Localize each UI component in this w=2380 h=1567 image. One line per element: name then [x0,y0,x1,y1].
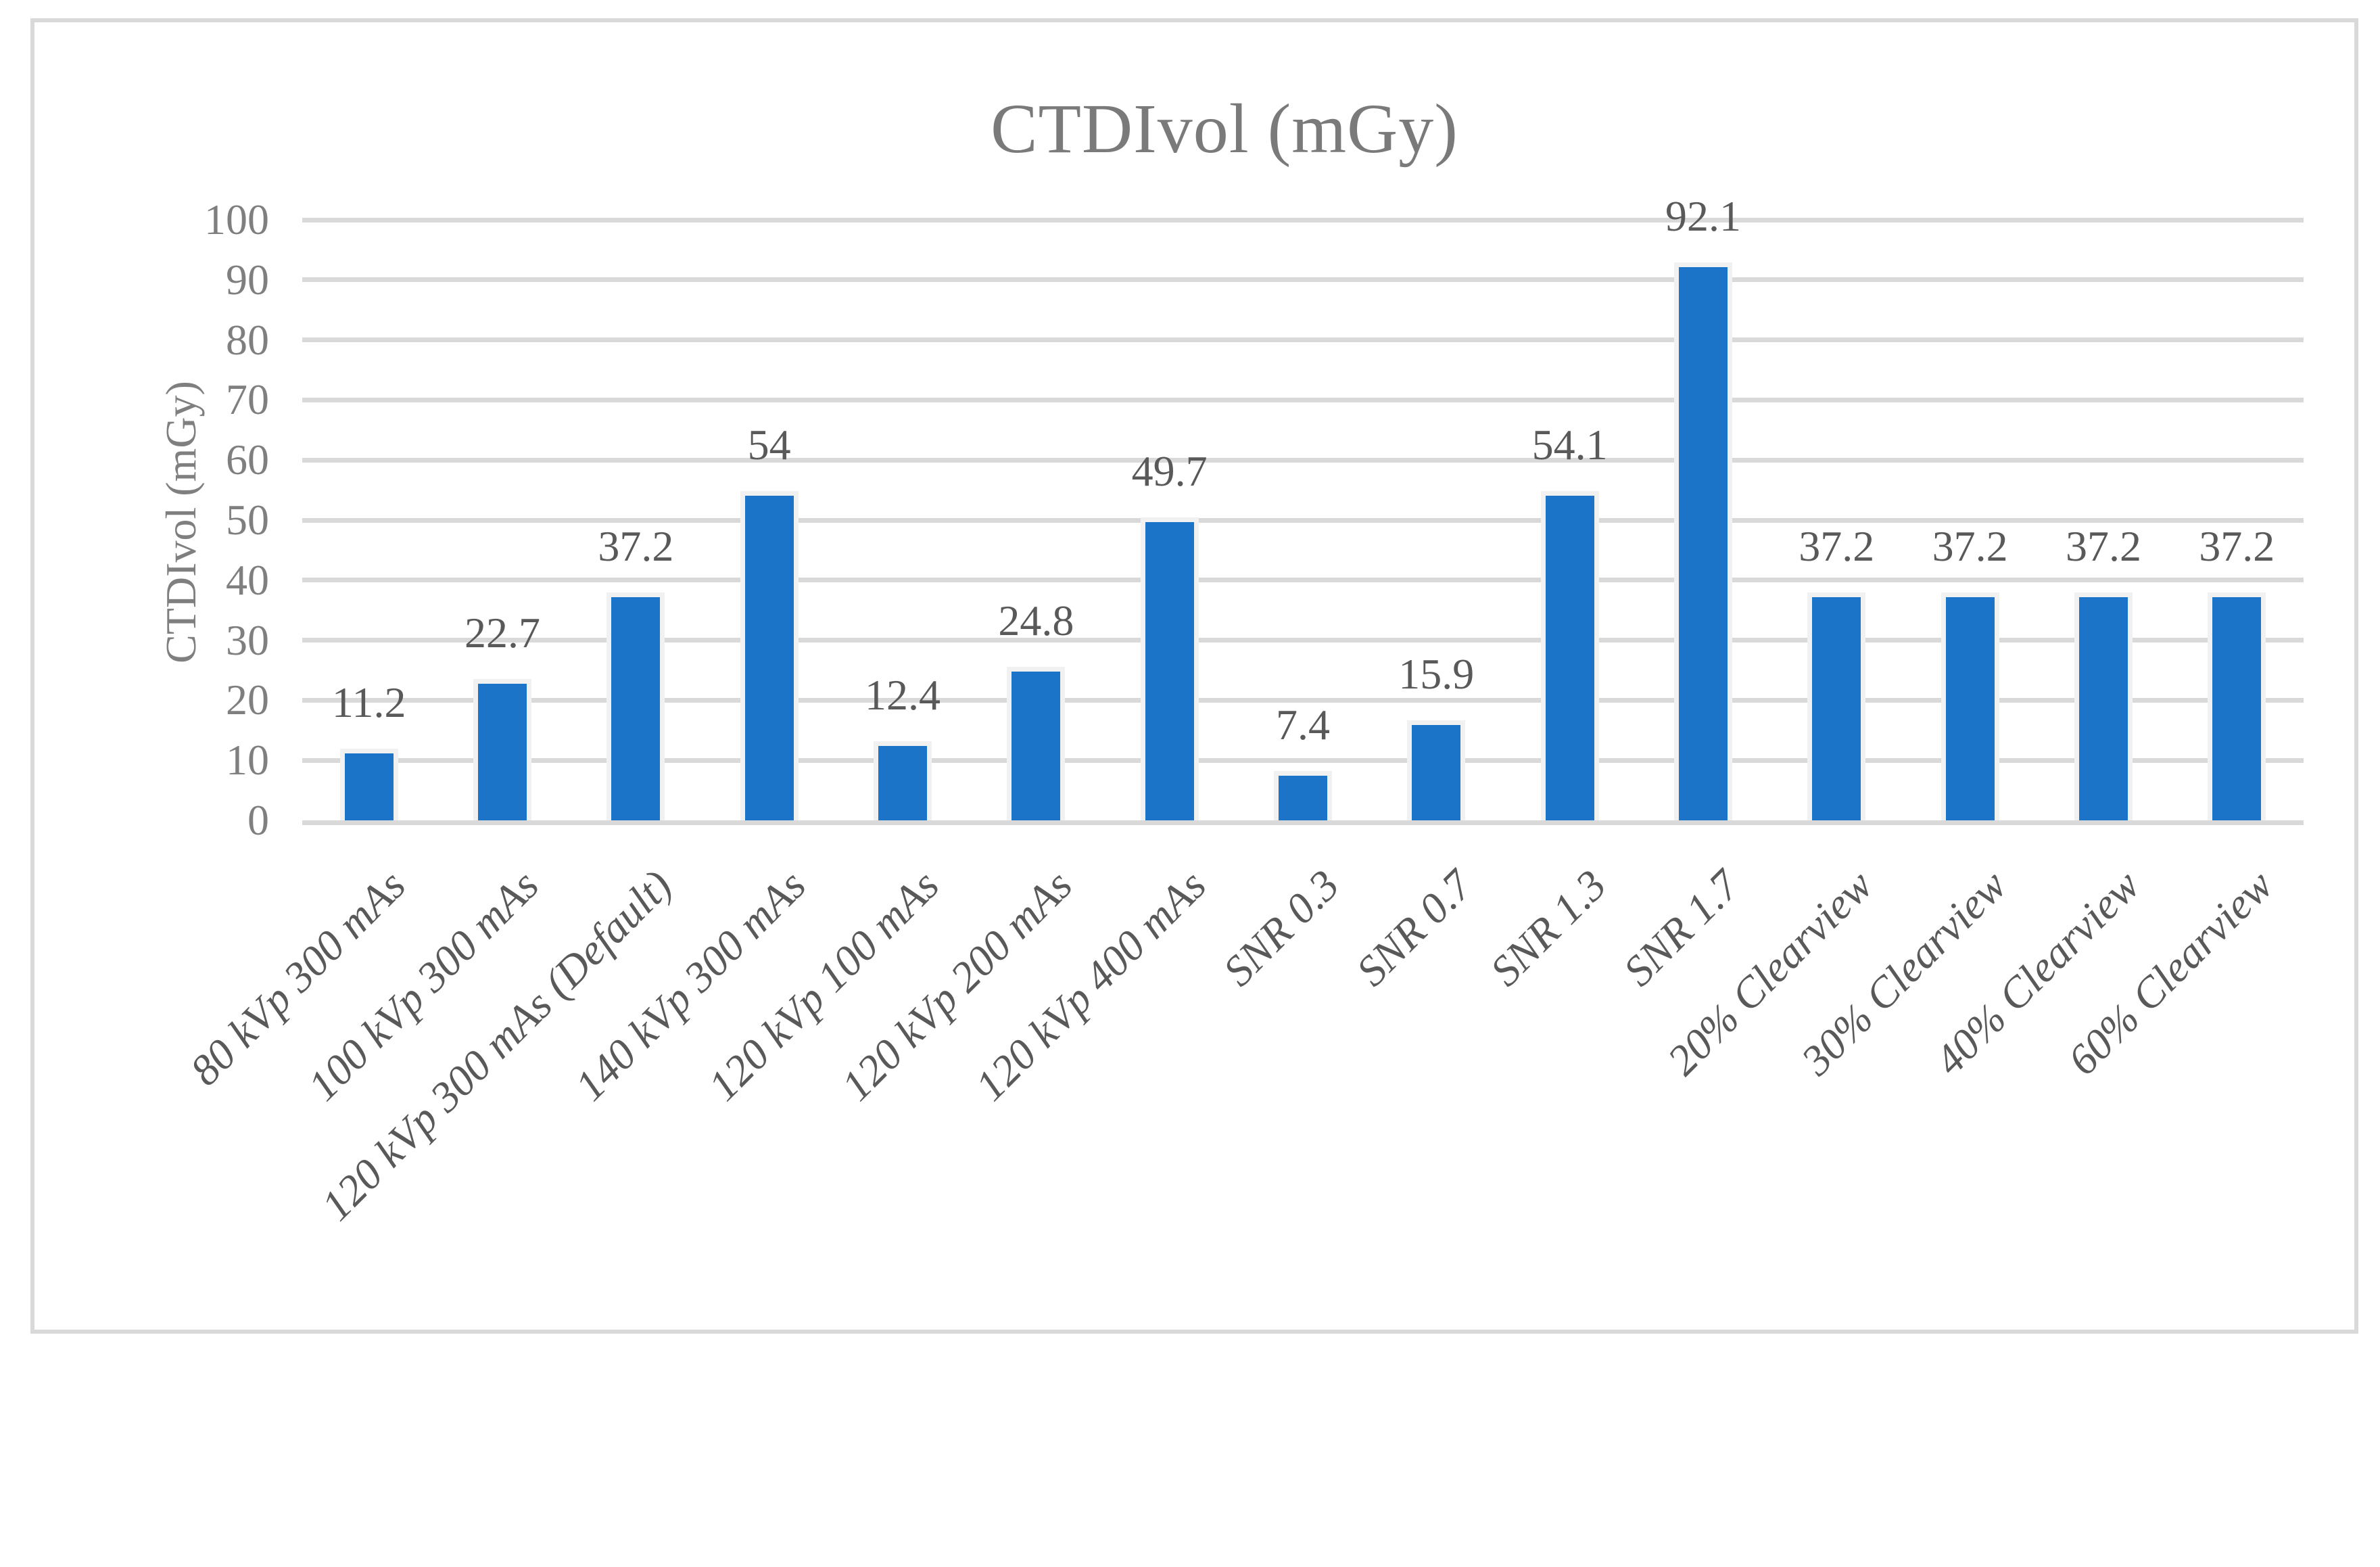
bar-10 [1545,495,1594,820]
gridline-80 [302,337,2304,343]
bar-value-label-15: 37.2 [2199,521,2275,570]
bar-value-label-10: 54.1 [1531,420,1608,469]
gridline-50 [302,517,2304,523]
bar-value-label-6: 24.8 [998,596,1074,645]
bar-value-label-5: 12.4 [864,670,941,719]
bar-15 [2212,597,2262,820]
bar-value-label-4: 54 [747,421,791,469]
gridline-30 [302,638,2304,643]
bar-5 [878,745,927,820]
bar-value-label-11: 92.1 [1665,192,1741,241]
gridline-20 [302,697,2304,703]
chart-title: CTDIvol (mGy) [991,90,1458,168]
bar-value-label-3: 37.2 [598,521,674,570]
bar-value-label-14: 37.2 [2065,521,2141,570]
bar-value-label-2: 22.7 [464,609,540,657]
gridline-10 [302,757,2304,763]
gridline-60 [302,457,2304,463]
bar-value-label-1: 11.2 [331,678,406,726]
bar-value-label-12: 37.2 [1799,521,1875,570]
bar-4 [744,496,794,820]
plot-area: 0 10 20 30 40 50 60 70 80 90 100 11.2 80 kVp 300 mAs… [181,192,2304,1230]
y-tick-label-60: 60 [226,436,269,484]
bar-value-label-9: 15.9 [1398,649,1475,698]
gridline-90 [302,277,2304,283]
gridline-70 [302,397,2304,402]
bar-value-label-13: 37.2 [1932,521,2008,570]
bar-13 [1945,597,1995,820]
gridline-40 [302,578,2304,583]
y-tick-label-10: 10 [226,736,269,785]
bar-value-label-7: 49.7 [1131,446,1208,495]
bar-9 [1412,724,1461,820]
x-axis-line [302,820,2304,825]
y-tick-label-100: 100 [204,195,269,243]
bar-6 [1012,671,1061,820]
y-tick-label-40: 40 [226,555,269,604]
bar-2 [477,684,527,820]
bar-7 [1145,521,1194,820]
bar-1 [344,753,394,820]
y-tick-label-80: 80 [226,315,269,364]
bar-value-label-8: 7.4 [1275,701,1330,749]
y-tick-label-0: 0 [247,796,269,844]
y-tick-label-20: 20 [226,676,269,724]
y-tick-label-30: 30 [226,615,269,664]
y-tick-label-50: 50 [226,496,269,544]
bar-11 [1678,267,1728,820]
bar-3 [611,597,661,820]
bar-8 [1278,776,1327,820]
y-tick-label-90: 90 [226,255,269,304]
bar-12 [1812,597,1861,820]
y-tick-label-70: 70 [226,375,269,424]
bar-14 [2078,597,2128,820]
gridline-100 [302,217,2304,223]
